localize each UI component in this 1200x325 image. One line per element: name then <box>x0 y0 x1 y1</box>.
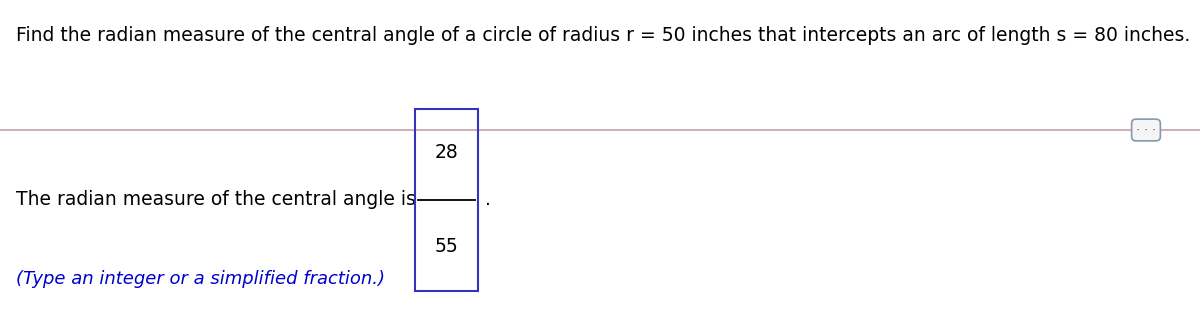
Text: The radian measure of the central angle is: The radian measure of the central angle … <box>16 190 415 209</box>
Text: · · ·: · · · <box>1136 124 1156 136</box>
Text: (Type an integer or a simplified fraction.): (Type an integer or a simplified fractio… <box>16 270 385 289</box>
Text: 28: 28 <box>434 143 458 162</box>
Text: Find the radian measure of the central angle of a circle of radius r = 50 inches: Find the radian measure of the central a… <box>16 26 1190 45</box>
Text: .: . <box>485 190 491 209</box>
Text: 55: 55 <box>434 238 458 256</box>
